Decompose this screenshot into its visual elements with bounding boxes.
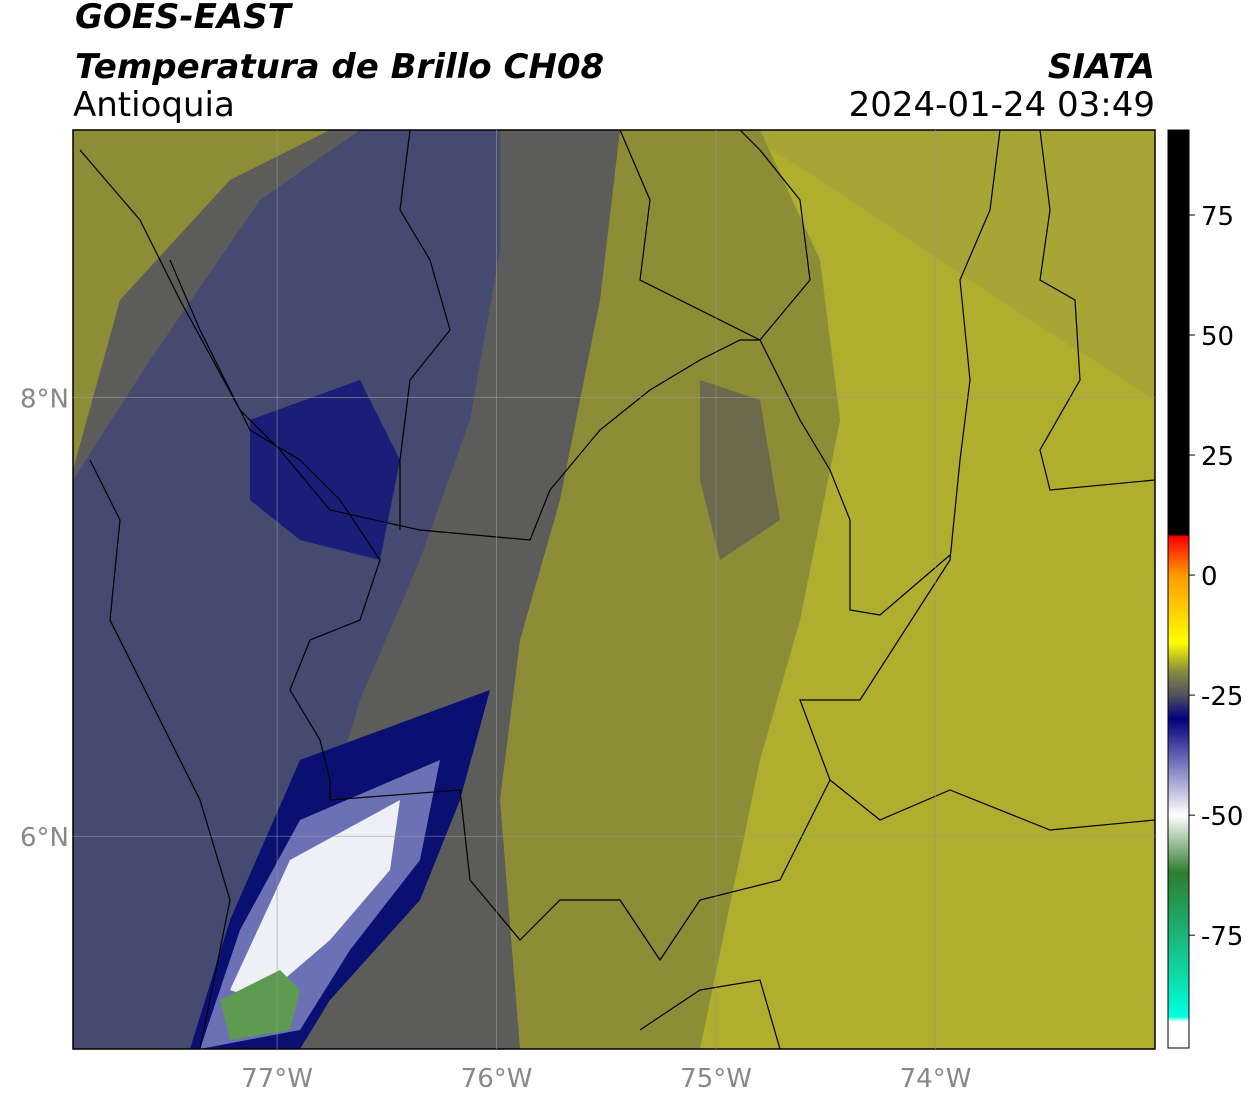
y-tick-label: 6°N xyxy=(20,823,69,853)
x-tick-label: 77°W xyxy=(241,1064,313,1094)
datetime: 2024-01-24 03:49 xyxy=(849,85,1155,125)
source: SIATA xyxy=(1048,47,1155,87)
colorbar-tick-label: -25 xyxy=(1201,682,1243,712)
plot-frame xyxy=(72,129,1156,1050)
colorbar-tick-label: 75 xyxy=(1201,202,1234,232)
x-tick-label: 76°W xyxy=(461,1064,533,1094)
colorbar-tick-label: -75 xyxy=(1201,922,1243,952)
title: GOES-EAST xyxy=(75,0,294,37)
colorbar-tick-label: 25 xyxy=(1201,442,1234,472)
borders xyxy=(79,130,1155,1049)
colorbar-tick-label: -50 xyxy=(1201,802,1243,832)
x-tick-label: 74°W xyxy=(900,1064,972,1094)
temperature-field xyxy=(73,130,1155,1049)
colorbar-tick-label: 50 xyxy=(1201,322,1234,352)
x-tick-label: 75°W xyxy=(680,1064,752,1094)
subtitle: Temperatura de Brillo CH08 xyxy=(75,47,604,87)
colorbar xyxy=(1167,129,1190,1049)
colorbar-tick-label: 0 xyxy=(1201,562,1218,592)
y-tick-label: 8°N xyxy=(20,385,69,415)
region: Antioquia xyxy=(73,85,235,125)
